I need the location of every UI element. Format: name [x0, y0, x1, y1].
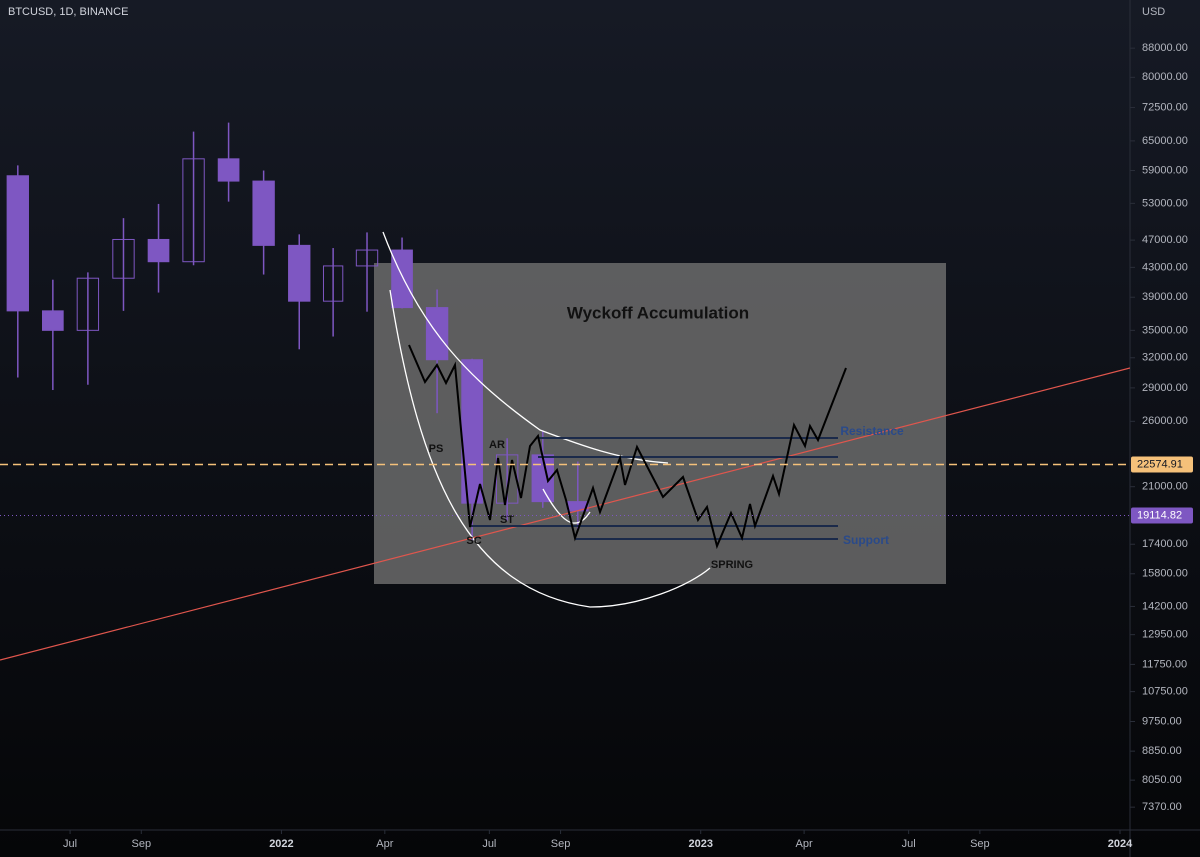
- candle-body: [495, 454, 519, 504]
- y-tick-label: 35000.00: [1142, 324, 1188, 336]
- y-tick-label: 9750.00: [1142, 715, 1182, 727]
- candle-body: [112, 238, 135, 279]
- y-tick-label: 47000.00: [1142, 234, 1188, 246]
- curve: [389, 289, 711, 608]
- price-label-box: [1131, 456, 1193, 473]
- annotation: Support: [843, 533, 889, 547]
- y-tick-label: 12950.00: [1142, 629, 1188, 641]
- y-tick-label: 80000.00: [1142, 71, 1188, 83]
- trend-line: [0, 367, 1130, 661]
- x-tick-label: Sep: [970, 838, 990, 850]
- price-label: 22574.91: [1137, 458, 1183, 470]
- annotation: PS: [429, 443, 444, 455]
- candle-body: [391, 249, 413, 309]
- x-tick-label: 2022: [269, 838, 293, 850]
- y-tick-label: 29000.00: [1142, 382, 1188, 394]
- y-tick-label: 53000.00: [1142, 197, 1188, 209]
- x-tick-label: Jul: [902, 838, 916, 850]
- price-label-box: [1131, 507, 1193, 524]
- curve: [542, 488, 591, 524]
- candle-body: [76, 277, 100, 331]
- candle-body: [252, 180, 275, 246]
- y-tick-label: 88000.00: [1142, 42, 1188, 54]
- candle-body: [182, 158, 205, 263]
- y-tick-label: 59000.00: [1142, 164, 1188, 176]
- annotation: Resistance: [840, 424, 904, 438]
- y-tick-label: 14200.00: [1142, 600, 1188, 612]
- curve: [382, 231, 669, 464]
- x-tick-label: Jul: [63, 838, 77, 850]
- y-tick-label: 65000.00: [1142, 135, 1188, 147]
- y-tick-label: 32000.00: [1142, 352, 1188, 364]
- y-tick-label: 8050.00: [1142, 774, 1182, 786]
- y-tick-label: 26000.00: [1142, 415, 1188, 427]
- price-label: 19114.82: [1137, 509, 1182, 521]
- candle-body: [147, 238, 170, 263]
- symbol-title: BTCUSD, 1D, BINANCE: [8, 6, 128, 18]
- y-tick-label: 21000.00: [1142, 481, 1188, 493]
- annotation: ST: [500, 514, 514, 526]
- x-tick-label: Jul: [482, 838, 496, 850]
- y-tick-label: 11750.00: [1142, 658, 1187, 670]
- x-tick-label: Apr: [376, 838, 393, 850]
- y-tick-label: 8850.00: [1142, 745, 1182, 757]
- x-tick-label: 2023: [688, 838, 712, 850]
- y-tick-label: 7370.00: [1142, 801, 1182, 813]
- plot-area: [6, 122, 946, 584]
- drawings: Wyckoff Accumulation PS AR ST SC SPRING Resist…: [0, 231, 1130, 661]
- annotation: AR: [489, 439, 505, 451]
- y-axis-label: USD: [1142, 6, 1165, 18]
- annotation: SPRING: [711, 559, 753, 571]
- candle-body: [355, 249, 379, 267]
- annotation: SC: [466, 535, 481, 547]
- x-tick-label: 2024: [1108, 838, 1133, 850]
- x-tick-label: Sep: [551, 838, 571, 850]
- y-tick-label: 39000.00: [1142, 291, 1188, 303]
- x-tick-label: Sep: [132, 838, 152, 850]
- y-tick-label: 15800.00: [1142, 568, 1188, 580]
- y-tick-label: 17400.00: [1142, 538, 1188, 550]
- y-tick-label: 10750.00: [1142, 686, 1188, 698]
- candle-body: [288, 244, 311, 302]
- candle-body: [322, 265, 344, 302]
- candle-body: [42, 310, 64, 331]
- x-tick-label: Apr: [796, 838, 813, 850]
- y-tick-label: 72500.00: [1142, 101, 1188, 113]
- annotation: Wyckoff Accumulation: [567, 303, 749, 322]
- candle-body: [6, 175, 29, 312]
- y-tick-label: 43000.00: [1142, 261, 1188, 273]
- projection-path: [408, 344, 847, 550]
- candle-body: [217, 158, 240, 182]
